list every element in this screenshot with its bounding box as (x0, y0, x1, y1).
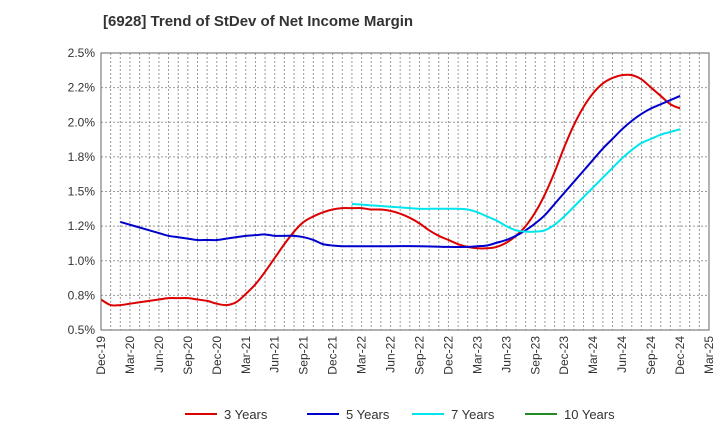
series-layer (100, 73, 681, 307)
x-tick-label: Mar-22 (355, 336, 369, 374)
x-tick-label: Sep-21 (297, 336, 311, 375)
y-axis: 0.5% 0.8% 1.0% 1.2% 1.5% 1.8% 2.0% 2.2% 2.5% (68, 46, 96, 337)
legend-label: 5 Years (346, 407, 390, 422)
x-tick-label: Jun-21 (268, 336, 282, 373)
series-line-3-years (100, 73, 681, 307)
series-line-7-years (351, 128, 681, 233)
y-tick-label: 2.2% (68, 81, 96, 95)
y-tick-label: 1.5% (68, 185, 96, 199)
x-axis: Dec-19 Mar-20 Jun-20 Sep-20 Dec-20 Mar-21 Jun-… (94, 336, 716, 375)
x-tick-label: Sep-23 (528, 336, 542, 375)
y-tick-label: 1.8% (68, 150, 96, 164)
x-tick-label: Dec-21 (326, 336, 340, 375)
x-tick-label: Sep-22 (412, 336, 426, 375)
x-tick-label: Jun-24 (615, 336, 629, 373)
y-tick-label: 2.0% (68, 115, 96, 129)
x-tick-label: Mar-25 (702, 336, 716, 374)
legend-label: 10 Years (564, 407, 615, 422)
y-tick-label: 0.5% (68, 323, 96, 337)
x-tick-label: Sep-24 (644, 336, 658, 375)
legend-label: 7 Years (451, 407, 495, 422)
x-tick-label: Dec-22 (441, 336, 455, 375)
y-tick-label: 0.8% (68, 288, 96, 302)
x-tick-label: Dec-24 (673, 336, 687, 375)
x-tick-label: Mar-24 (586, 336, 600, 374)
x-tick-label: Mar-20 (123, 336, 137, 374)
x-tick-label: Sep-20 (181, 336, 195, 375)
legend: 3 Years 5 Years 7 Years 10 Years (185, 407, 615, 422)
y-tick-label: 2.5% (68, 46, 96, 60)
chart-title: [6928] Trend of StDev of Net Income Marg… (103, 13, 414, 30)
x-tick-label: Dec-19 (94, 336, 108, 375)
plot-frame (100, 52, 710, 331)
x-tick-label: Jun-22 (384, 336, 398, 373)
x-tick-label: Mar-23 (470, 336, 484, 374)
y-tick-label: 1.2% (68, 219, 96, 233)
y-tick-label: 1.0% (68, 254, 96, 268)
legend-label: 3 Years (224, 407, 268, 422)
x-tick-label: Dec-20 (210, 336, 224, 375)
x-tick-label: Dec-23 (557, 336, 571, 375)
series-line-5-years (120, 95, 681, 248)
x-tick-label: Jun-23 (499, 336, 513, 373)
x-tick-label: Jun-20 (152, 336, 166, 373)
x-tick-label: Mar-21 (239, 336, 253, 374)
